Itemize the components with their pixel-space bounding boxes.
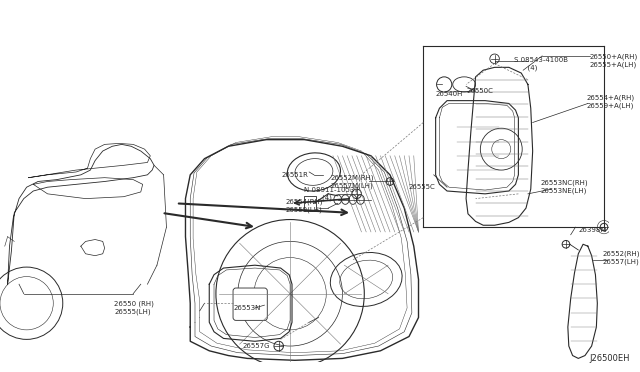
Text: 26555C: 26555C	[409, 184, 436, 190]
Text: 26554(RH)
26559(LH): 26554(RH) 26559(LH)	[285, 199, 323, 214]
Text: 26553NC(RH)
26553NE(LH): 26553NC(RH) 26553NE(LH)	[540, 180, 588, 195]
Text: J26500EH: J26500EH	[589, 354, 630, 363]
Text: S 08543-4100B
      (4): S 08543-4100B (4)	[514, 57, 568, 71]
Text: 26550C: 26550C	[466, 88, 493, 94]
Text: 26552(RH)
26557(LH): 26552(RH) 26557(LH)	[602, 250, 639, 265]
Text: 26553N: 26553N	[233, 305, 260, 311]
Text: 26550 (RH)
26555(LH): 26550 (RH) 26555(LH)	[114, 301, 154, 315]
Text: 26540H: 26540H	[436, 91, 463, 97]
Text: 26550+A(RH)
26555+A(LH): 26550+A(RH) 26555+A(LH)	[589, 54, 638, 68]
Text: 26557G: 26557G	[243, 343, 270, 349]
Text: 26398M: 26398M	[579, 227, 607, 233]
Text: 26551R: 26551R	[282, 172, 308, 178]
Text: N 08911-10537
        (4): N 08911-10537 (4)	[305, 187, 359, 201]
Bar	[305, 196, 316, 211]
Text: 26552M(RH)
26557M(LH): 26552M(RH) 26557M(LH)	[331, 174, 374, 189]
Text: 26554+A(RH)
26559+A(LH): 26554+A(RH) 26559+A(LH)	[587, 94, 635, 109]
FancyBboxPatch shape	[233, 288, 268, 320]
